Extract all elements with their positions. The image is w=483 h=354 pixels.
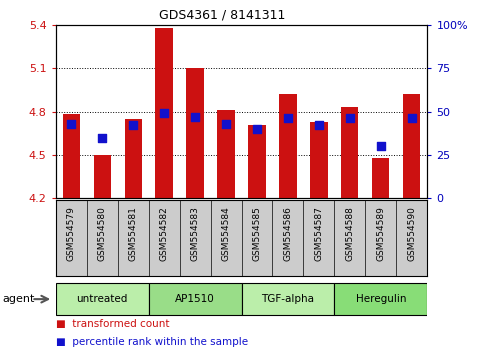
Point — [160, 110, 168, 116]
Point — [129, 122, 137, 128]
Text: GSM554579: GSM554579 — [67, 206, 75, 261]
Text: untreated: untreated — [76, 294, 128, 304]
Text: AP1510: AP1510 — [175, 294, 215, 304]
Text: GSM554590: GSM554590 — [408, 206, 416, 261]
Bar — [341, 107, 358, 198]
Bar — [156, 28, 172, 198]
Text: ■  transformed count: ■ transformed count — [56, 319, 169, 329]
Bar — [62, 114, 80, 198]
Bar — [311, 122, 327, 198]
Text: agent: agent — [2, 294, 35, 304]
Bar — [217, 110, 235, 198]
Point — [222, 121, 230, 126]
Point — [315, 122, 323, 128]
Text: GSM554584: GSM554584 — [222, 206, 230, 261]
FancyBboxPatch shape — [149, 283, 242, 315]
Text: GSM554586: GSM554586 — [284, 206, 293, 261]
FancyBboxPatch shape — [242, 283, 334, 315]
Point — [346, 116, 354, 121]
Point — [284, 116, 292, 121]
Bar — [248, 125, 266, 198]
Text: GSM554580: GSM554580 — [98, 206, 107, 261]
Text: GSM554588: GSM554588 — [345, 206, 355, 261]
Bar — [94, 155, 111, 198]
Bar — [125, 119, 142, 198]
FancyBboxPatch shape — [334, 283, 427, 315]
Text: GSM554583: GSM554583 — [190, 206, 199, 261]
Point — [253, 126, 261, 132]
Text: Heregulin: Heregulin — [355, 294, 406, 304]
Text: GSM554589: GSM554589 — [376, 206, 385, 261]
Bar — [186, 68, 203, 198]
Text: TGF-alpha: TGF-alpha — [261, 294, 314, 304]
Text: GSM554587: GSM554587 — [314, 206, 324, 261]
Point — [408, 116, 416, 121]
Text: ■  percentile rank within the sample: ■ percentile rank within the sample — [56, 337, 248, 347]
Point — [191, 114, 199, 120]
Bar — [403, 94, 421, 198]
Text: GSM554581: GSM554581 — [128, 206, 138, 261]
Point — [377, 143, 385, 149]
Bar — [372, 158, 389, 198]
Point — [67, 121, 75, 126]
Text: GDS4361 / 8141311: GDS4361 / 8141311 — [159, 9, 285, 22]
Text: GSM554585: GSM554585 — [253, 206, 261, 261]
Text: GSM554582: GSM554582 — [159, 206, 169, 261]
Bar — [280, 94, 297, 198]
Point — [98, 135, 106, 141]
FancyBboxPatch shape — [56, 283, 149, 315]
